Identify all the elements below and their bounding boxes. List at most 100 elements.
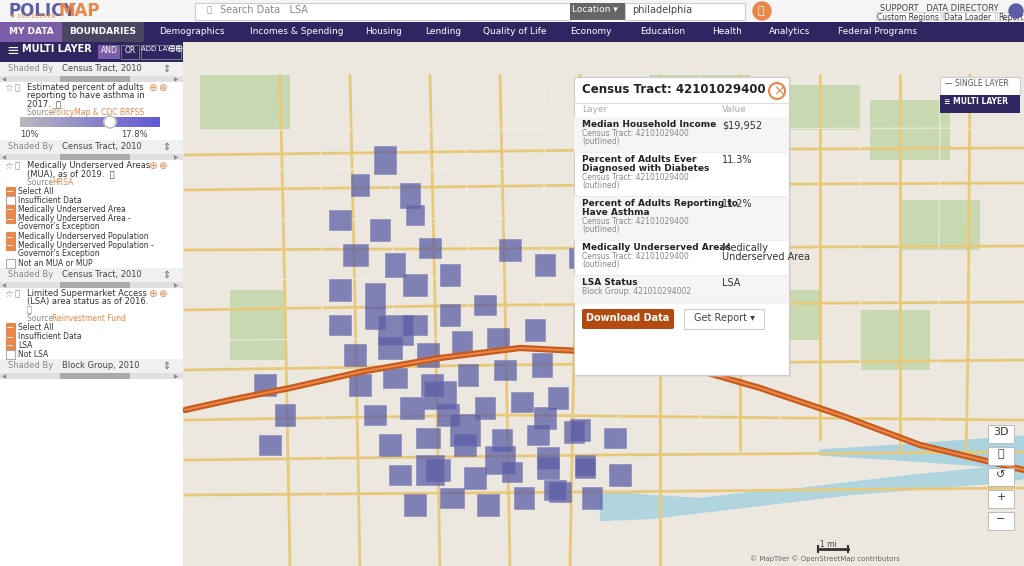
- Bar: [684, 309, 764, 329]
- Bar: [6, 259, 15, 268]
- Text: ⊕: ⊕: [148, 83, 157, 93]
- Bar: [876, 12, 941, 20]
- Bar: [760, 85, 860, 130]
- Bar: [575, 458, 595, 478]
- Bar: [8, 189, 13, 194]
- Bar: [389, 465, 411, 485]
- Bar: [404, 494, 426, 516]
- Text: Medically Underserved Population: Medically Underserved Population: [18, 232, 148, 241]
- Text: ☆: ☆: [4, 161, 12, 171]
- Text: ▶: ▶: [174, 283, 178, 288]
- Text: POLICY: POLICY: [8, 2, 76, 20]
- Bar: [625, 3, 745, 20]
- Bar: [424, 381, 456, 409]
- Bar: [400, 182, 420, 208]
- Bar: [426, 459, 450, 481]
- Bar: [0, 22, 1024, 42]
- Text: Percent of Adults Reporting to: Percent of Adults Reporting to: [582, 199, 738, 208]
- Text: ☆: ☆: [4, 83, 12, 93]
- Bar: [574, 117, 790, 152]
- Bar: [532, 353, 552, 377]
- Bar: [485, 446, 515, 474]
- Bar: [557, 22, 625, 42]
- Text: philadelphia: philadelphia: [632, 5, 692, 15]
- Bar: [416, 455, 444, 485]
- Text: ◀: ◀: [2, 374, 6, 379]
- Bar: [414, 22, 472, 42]
- Bar: [450, 414, 480, 446]
- Text: ◀: ◀: [2, 155, 6, 160]
- Bar: [416, 428, 440, 448]
- Text: −: −: [6, 187, 14, 198]
- Text: Reports: Reports: [998, 13, 1024, 22]
- Text: Value: Value: [722, 105, 746, 114]
- Bar: [8, 216, 13, 221]
- Text: 👁: 👁: [15, 83, 20, 92]
- Bar: [0, 154, 183, 160]
- Bar: [6, 214, 15, 223]
- Bar: [329, 279, 351, 301]
- Text: LSA Status: LSA Status: [582, 278, 638, 287]
- Text: (outlined): (outlined): [582, 137, 620, 146]
- Text: −: −: [6, 324, 14, 333]
- Bar: [144, 22, 239, 42]
- Bar: [514, 487, 534, 509]
- Bar: [254, 374, 276, 396]
- Text: ⊗: ⊗: [158, 289, 167, 299]
- Bar: [940, 77, 1020, 95]
- Text: AND: AND: [100, 46, 118, 55]
- Text: Housing: Housing: [366, 28, 402, 36]
- Text: (outlined): (outlined): [582, 225, 620, 234]
- Circle shape: [104, 116, 116, 128]
- Bar: [825, 22, 930, 42]
- Text: Source:: Source:: [27, 108, 58, 117]
- Text: Layer: Layer: [582, 105, 607, 114]
- Bar: [440, 488, 464, 508]
- Bar: [458, 364, 478, 386]
- Bar: [195, 3, 570, 20]
- Bar: [575, 455, 595, 475]
- Text: Source:: Source:: [27, 178, 58, 187]
- Bar: [475, 397, 495, 419]
- Text: Education: Education: [640, 28, 685, 36]
- Text: Insufficient Data: Insufficient Data: [18, 332, 82, 341]
- Text: ⊗: ⊗: [158, 161, 167, 171]
- Text: 🔍: 🔍: [207, 5, 212, 14]
- Bar: [548, 387, 568, 409]
- Bar: [472, 22, 557, 42]
- Text: OR: OR: [124, 46, 135, 55]
- Bar: [6, 323, 15, 332]
- Bar: [378, 315, 413, 345]
- Text: ⇕: ⇕: [162, 361, 170, 371]
- Text: Insufficient Data: Insufficient Data: [18, 196, 82, 205]
- Text: Census Tract: 42101029400: Census Tract: 42101029400: [582, 173, 689, 182]
- Bar: [940, 95, 1020, 113]
- Bar: [700, 22, 755, 42]
- Bar: [477, 494, 499, 516]
- Bar: [499, 239, 521, 261]
- Text: Medically Underserved Population -: Medically Underserved Population -: [18, 241, 154, 250]
- Text: −: −: [996, 514, 1006, 524]
- Bar: [0, 0, 1024, 22]
- Text: Economy: Economy: [570, 28, 611, 36]
- Bar: [943, 12, 995, 20]
- Bar: [0, 373, 183, 379]
- Bar: [525, 319, 545, 341]
- Bar: [437, 404, 459, 426]
- Bar: [502, 462, 522, 482]
- Text: © MapTiler © OpenStreetMap contributors: © MapTiler © OpenStreetMap contributors: [750, 555, 900, 561]
- Text: MY DATA: MY DATA: [8, 28, 53, 36]
- Text: SUPPORT   DATA DIRECTORY: SUPPORT DATA DIRECTORY: [880, 4, 998, 13]
- Bar: [417, 343, 439, 367]
- Text: ≡ MULTI LAYER: ≡ MULTI LAYER: [944, 97, 1008, 106]
- Text: BOUNDARIES: BOUNDARIES: [70, 28, 136, 36]
- Text: Governor's Exception: Governor's Exception: [18, 249, 99, 258]
- Text: Census Tract: 42101029400: Census Tract: 42101029400: [582, 252, 689, 261]
- Bar: [650, 75, 750, 130]
- Bar: [582, 487, 602, 509]
- Bar: [988, 512, 1014, 530]
- Bar: [494, 360, 516, 380]
- Bar: [421, 374, 443, 396]
- Bar: [60, 282, 130, 288]
- Bar: [464, 467, 486, 489]
